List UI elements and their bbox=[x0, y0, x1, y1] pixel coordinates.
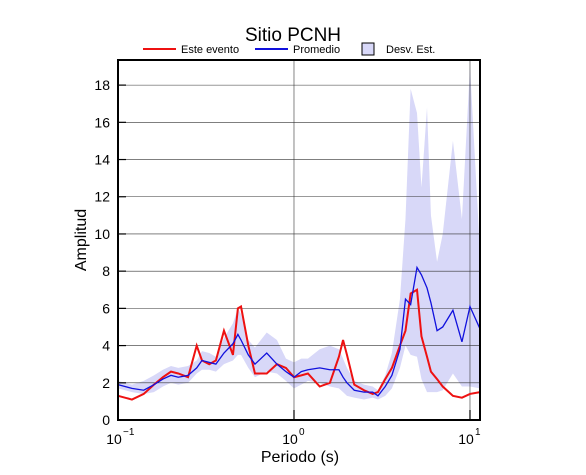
plot-frame bbox=[117, 59, 481, 421]
legend-swatch bbox=[361, 42, 375, 56]
legend-label: Desv. Est. bbox=[386, 44, 435, 56]
x-axis-label: Periodo (s) bbox=[261, 449, 339, 466]
chart-title: Sitio PCNH bbox=[245, 25, 341, 46]
y-axis-label: Amplitud bbox=[73, 209, 90, 271]
x-tick-exponent: −1 bbox=[123, 427, 135, 438]
y-tick-label: 10 bbox=[94, 226, 110, 242]
x-tick-exponent: 0 bbox=[299, 427, 305, 438]
series-line bbox=[117, 265, 481, 397]
legend-label: Promedio bbox=[293, 44, 340, 56]
y-tick-label: 4 bbox=[102, 338, 110, 354]
y-tick-label: 14 bbox=[94, 152, 110, 168]
series-line bbox=[117, 288, 481, 401]
x-tick-label: 10 bbox=[282, 431, 298, 447]
std-band bbox=[118, 66, 480, 400]
x-tick-exponent: 1 bbox=[475, 427, 481, 438]
legend-label: Este evento bbox=[181, 44, 239, 56]
x-tick-label: 10 bbox=[458, 431, 474, 447]
y-tick-label: 2 bbox=[102, 375, 110, 391]
y-tick-label: 8 bbox=[102, 263, 110, 279]
y-tick-label: 18 bbox=[94, 77, 110, 93]
y-tick-label: 16 bbox=[94, 114, 110, 130]
x-tick-label: 10 bbox=[106, 431, 122, 447]
y-tick-label: 0 bbox=[102, 412, 110, 428]
y-tick-label: 12 bbox=[94, 189, 110, 205]
y-tick-label: 6 bbox=[102, 300, 110, 316]
